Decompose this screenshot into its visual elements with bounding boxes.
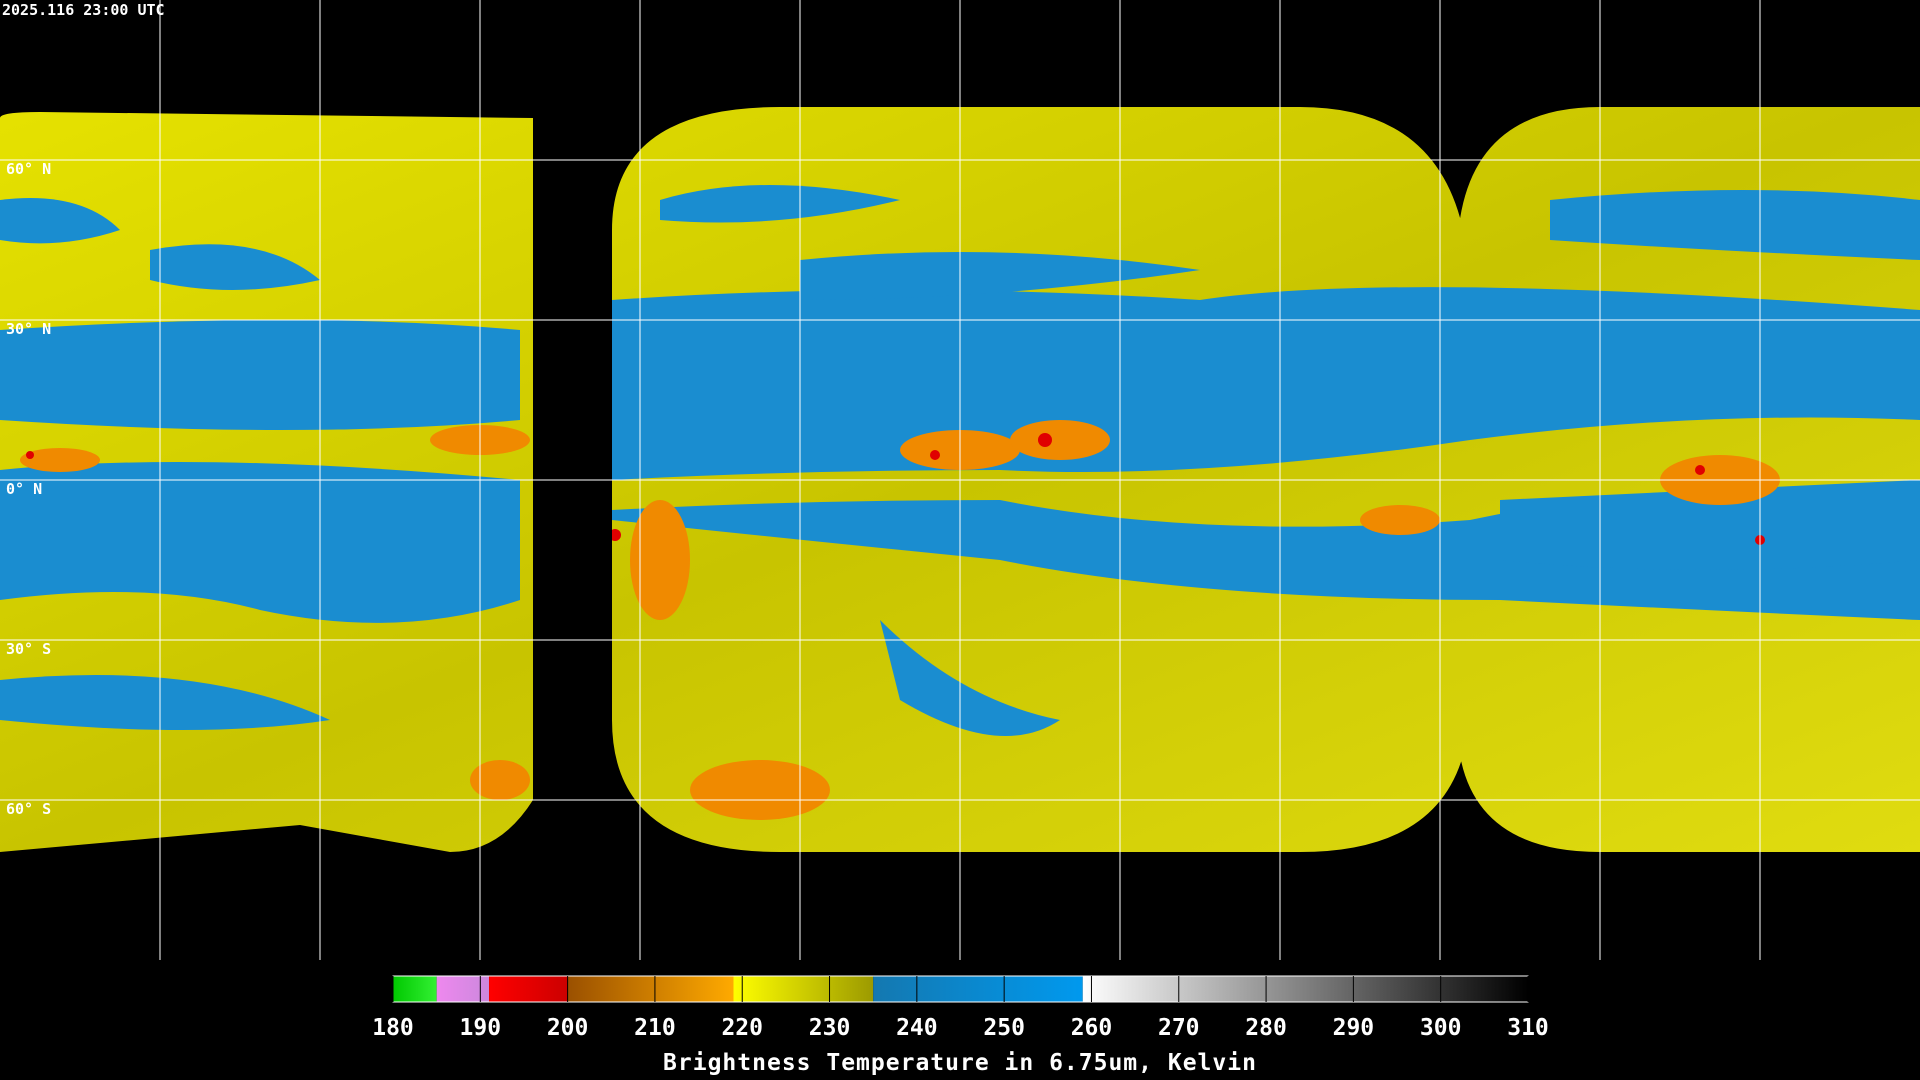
colorbar-tick-label: 310	[1507, 1015, 1549, 1041]
colorbar-segment	[733, 976, 874, 1002]
colorbar-segment	[393, 976, 437, 1002]
latitude-labels: 60° N 30° N 0° N 30° S 60° S	[6, 160, 51, 818]
colorbar-segment	[1082, 976, 1528, 1002]
colorbar-tick-label: 300	[1420, 1015, 1462, 1041]
latitude-label: 0° N	[6, 480, 42, 498]
colorbar-segment	[436, 976, 490, 1002]
colorbar-tick-label: 280	[1245, 1015, 1287, 1041]
colorbar-segment	[489, 976, 568, 1002]
colorbar-tick-label: 190	[460, 1015, 502, 1041]
latitude-label: 60° N	[6, 160, 51, 178]
colorbar: 180 190 200 210 220 230 240 250 260 270 280 290 300 3…	[372, 975, 1549, 1041]
colorbar-tick-label: 260	[1071, 1015, 1113, 1041]
colorbar-tick-label: 230	[809, 1015, 851, 1041]
colorbar-segment	[567, 976, 734, 1002]
colorbar-tick-label: 200	[547, 1015, 589, 1041]
latitude-label: 30° S	[6, 640, 51, 658]
colorbar-tick-label: 220	[721, 1015, 763, 1041]
deep-convection	[26, 433, 1765, 545]
colorbar-tick-label: 210	[634, 1015, 676, 1041]
colorbar-segment	[873, 976, 1083, 1002]
colorbar-tick-label: 250	[983, 1015, 1025, 1041]
colorbar-tick-label: 240	[896, 1015, 938, 1041]
timestamp: 2025.116 23:00 UTC	[2, 1, 165, 19]
colorbar-tick-label: 270	[1158, 1015, 1200, 1041]
latitude-label: 60° S	[6, 800, 51, 818]
colorbar-tick-label: 290	[1333, 1015, 1375, 1041]
colorbar-label: Brightness Temperature in 6.75um, Kelvin	[663, 1050, 1257, 1076]
colorbar-tick-label: 180	[372, 1015, 414, 1041]
latitude-label: 30° N	[6, 320, 51, 338]
graticule	[0, 0, 1920, 960]
